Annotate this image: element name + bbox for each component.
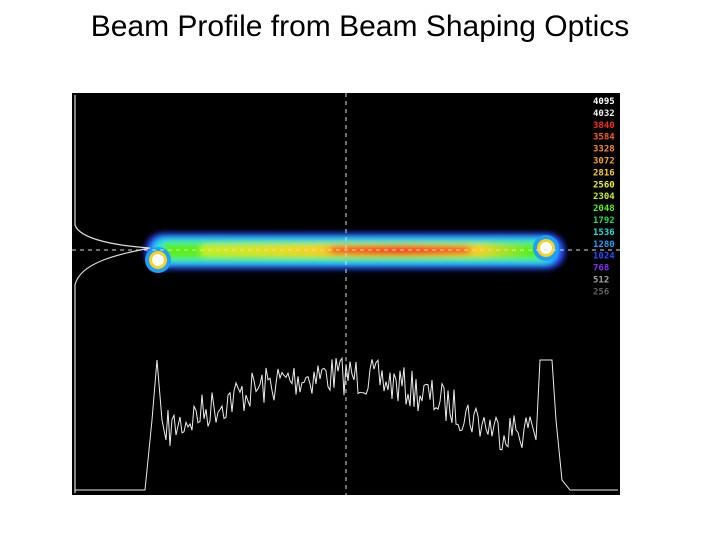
scale-label: 256 <box>593 287 609 297</box>
scale-label: 1024 <box>593 252 615 262</box>
spot <box>152 254 164 266</box>
beam <box>145 233 565 269</box>
slide-title: Beam Profile from Beam Shaping Optics <box>90 10 630 43</box>
scale-label: 3328 <box>593 145 615 155</box>
scale-label: 2048 <box>593 204 615 214</box>
vertical-profile <box>74 95 151 493</box>
scale-label: 2816 <box>593 168 615 178</box>
scale-label: 512 <box>593 276 609 286</box>
scale-label: 4095 <box>593 97 615 107</box>
scale-label: 3840 <box>593 121 615 131</box>
scale-label: 4032 <box>593 109 615 119</box>
scale-label: 3072 <box>593 157 615 167</box>
scale-label: 2560 <box>593 180 615 190</box>
scale-label: 768 <box>593 264 609 274</box>
scale-label: 1536 <box>593 228 615 238</box>
scale-label: 3584 <box>593 133 615 143</box>
scale-label: 1792 <box>593 216 615 226</box>
scale-label: 2304 <box>593 192 615 202</box>
horizontal-profile <box>75 356 618 491</box>
spot <box>540 242 552 254</box>
scale-label: 1280 <box>593 240 615 250</box>
